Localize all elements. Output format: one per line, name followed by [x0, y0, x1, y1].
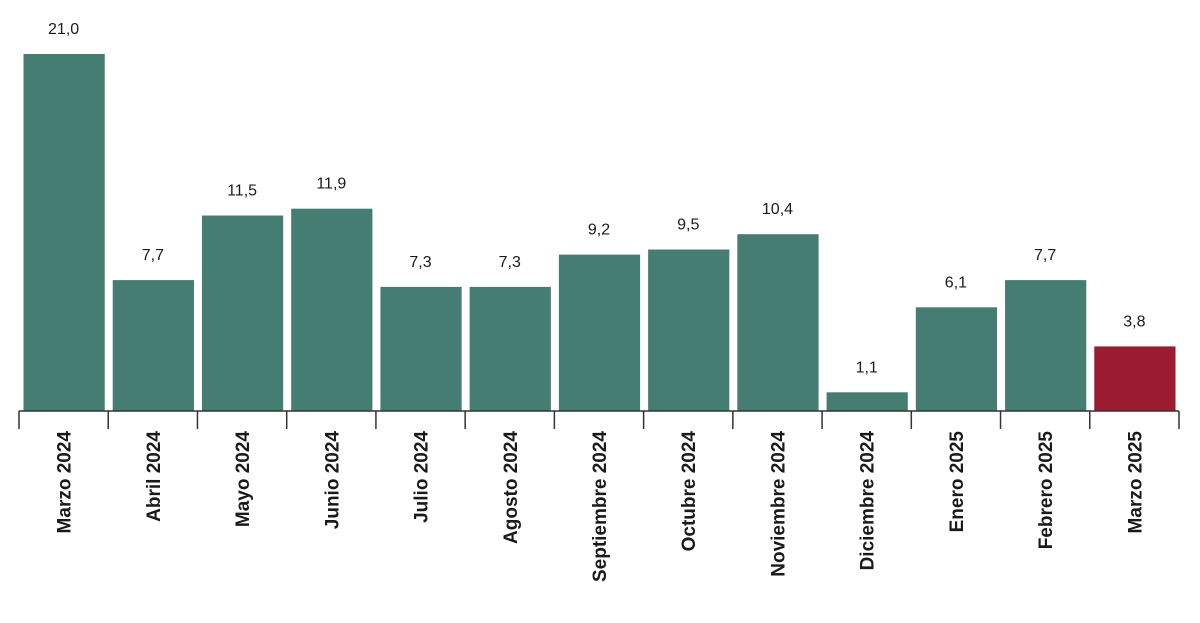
value-label-11: 6,1 [945, 274, 967, 291]
value-label-7: 9,2 [588, 222, 610, 239]
bar-13 [1094, 346, 1176, 411]
value-label-4: 11,9 [316, 176, 346, 193]
category-label-8: Octubre 2024 [679, 431, 700, 552]
value-label-5: 7,3 [409, 254, 431, 271]
bars-group [23, 54, 1176, 411]
category-label-11: Enero 2025 [947, 431, 968, 533]
bar-1 [23, 54, 105, 411]
value-label-1: 21,0 [48, 21, 79, 38]
category-label-4: Junio 2024 [322, 431, 343, 530]
value-labels-group: 21,0 7,7 11,5 11,9 7,3 7,3 9,2 9,5 10,4 1,1 6,1 7,7… [48, 21, 1146, 376]
bar-6 [469, 286, 551, 411]
category-label-12: Febrero 2025 [1036, 431, 1057, 550]
x-axis [18, 410, 1180, 429]
bar-2 [112, 280, 194, 411]
bar-4 [291, 208, 373, 411]
category-label-3: Mayo 2024 [233, 431, 254, 528]
bar-11 [915, 307, 998, 411]
value-label-6: 7,3 [499, 254, 521, 271]
bar-8 [648, 249, 730, 411]
value-label-8: 9,5 [677, 217, 699, 234]
category-label-6: Agosto 2024 [501, 431, 522, 544]
value-label-12: 7,7 [1034, 247, 1056, 264]
value-label-3: 11,5 [227, 183, 257, 200]
bar-12 [1005, 280, 1087, 411]
category-label-1: Marzo 2024 [55, 431, 76, 534]
bar-3 [201, 215, 284, 411]
category-labels-group: Marzo 2024 Abril 2024 Mayo 2024 Junio 2024 J… [55, 431, 1147, 582]
category-label-10: Diciembre 2024 [858, 431, 879, 571]
value-label-10: 1,1 [856, 359, 878, 376]
value-label-9: 10,4 [762, 201, 793, 218]
category-label-5: Julio 2024 [412, 431, 433, 523]
bar-5 [380, 286, 462, 411]
bar-10 [826, 392, 908, 411]
category-label-2: Abril 2024 [144, 431, 165, 522]
category-label-7: Septiembre 2024 [590, 431, 611, 582]
bar-9 [737, 234, 819, 411]
value-label-13: 3,8 [1123, 313, 1145, 330]
category-label-9: Noviembre 2024 [768, 431, 789, 577]
bar-7 [558, 254, 641, 411]
category-label-13: Marzo 2025 [1125, 431, 1146, 534]
value-label-2: 7,7 [142, 247, 164, 264]
